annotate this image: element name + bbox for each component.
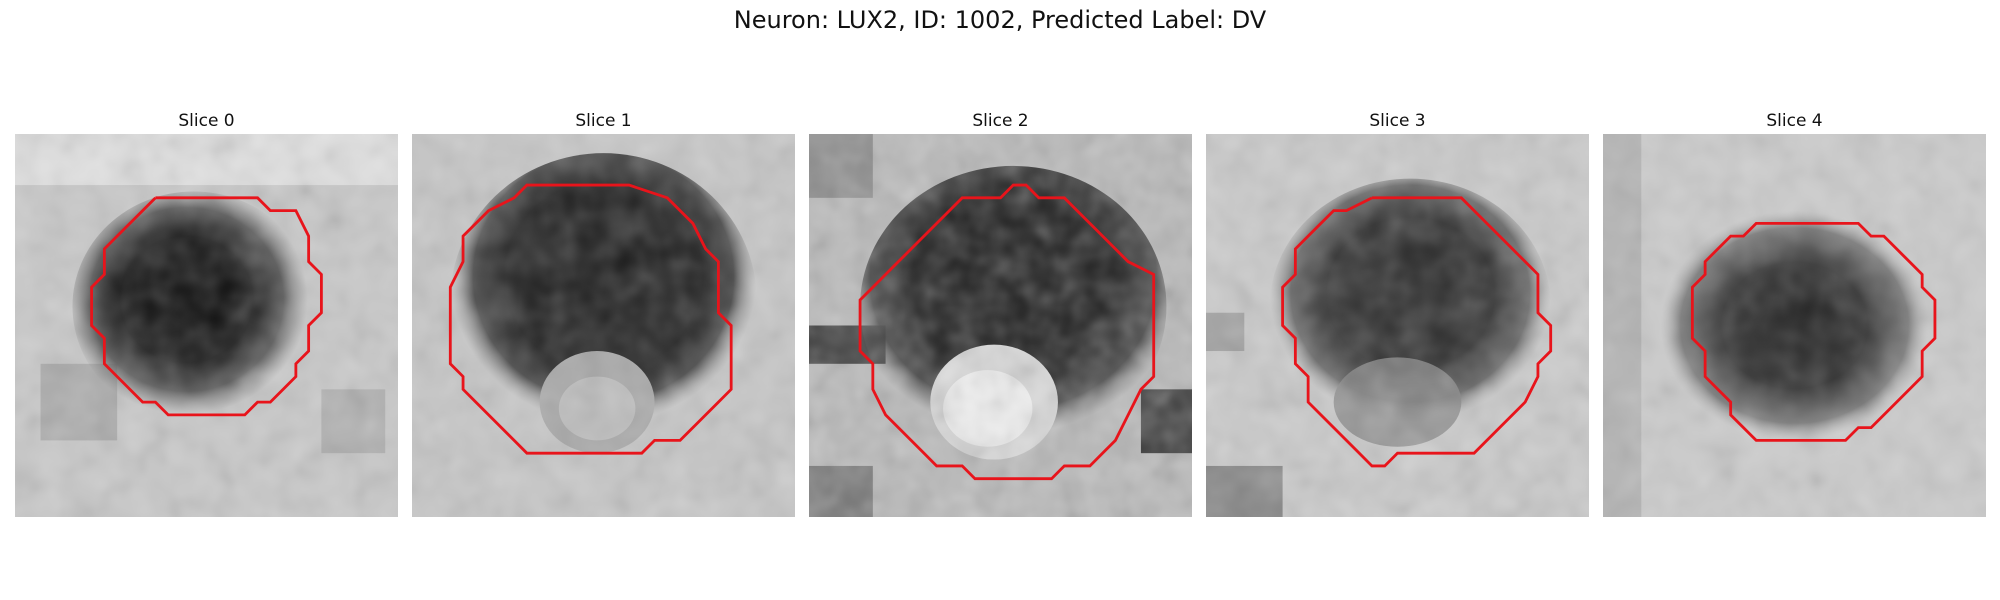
slice-panel-4: Slice 4 bbox=[1603, 108, 1986, 517]
roi-outline-4 bbox=[1690, 221, 1937, 442]
roi-outline-1 bbox=[448, 183, 733, 455]
slice-panel-1: Slice 1 bbox=[412, 108, 795, 517]
roi-outline-2 bbox=[858, 183, 1156, 481]
slice-panel-3: Slice 3 bbox=[1206, 108, 1589, 517]
slice-image bbox=[809, 134, 1192, 517]
roi-outline-0 bbox=[90, 196, 323, 417]
slice-title: Slice 0 bbox=[178, 111, 235, 131]
slice-image bbox=[412, 134, 795, 517]
slice-panel-2: Slice 2 bbox=[809, 108, 1192, 517]
slice-image bbox=[1206, 134, 1589, 517]
slice-image bbox=[15, 134, 398, 517]
roi-outline-3 bbox=[1281, 196, 1553, 468]
slice-image bbox=[1603, 134, 1986, 517]
slice-title: Slice 3 bbox=[1369, 111, 1426, 131]
slice-title: Slice 4 bbox=[1766, 111, 1823, 131]
slice-title: Slice 1 bbox=[575, 111, 632, 131]
slice-title: Slice 2 bbox=[972, 111, 1029, 131]
figure-title: Neuron: LUX2, ID: 1002, Predicted Label:… bbox=[733, 6, 1267, 34]
slice-panel-0: Slice 0 bbox=[15, 108, 398, 517]
